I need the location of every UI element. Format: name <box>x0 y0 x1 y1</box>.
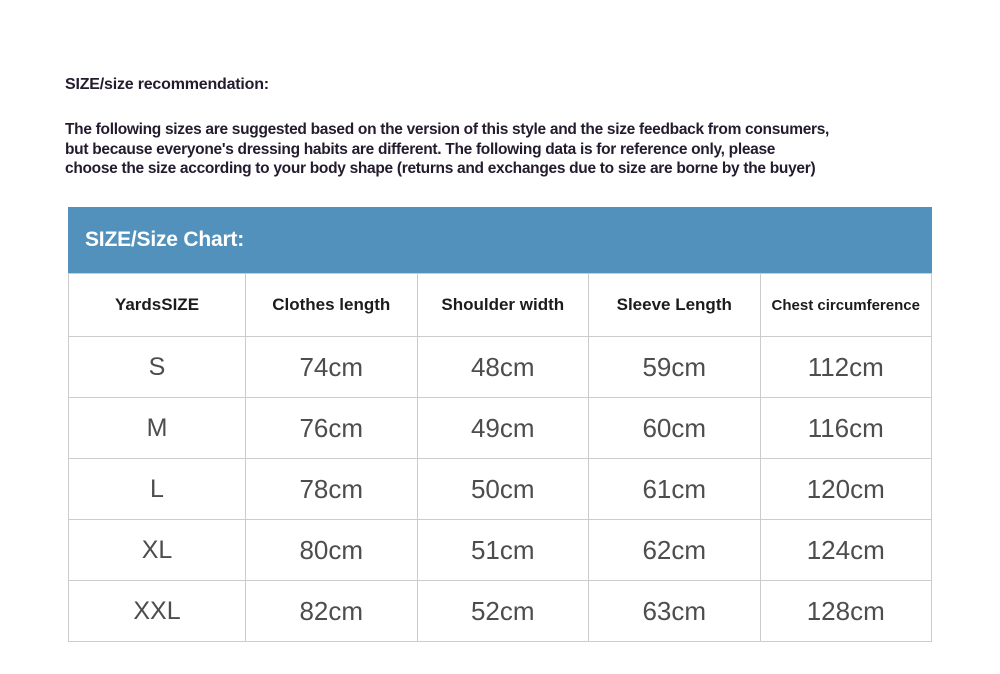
measurement-cell: 60cm <box>588 397 761 459</box>
measurement-cell: 51cm <box>416 519 589 581</box>
measurement-cell: 52cm <box>416 580 589 642</box>
column-header: Shoulder width <box>416 273 589 337</box>
measurement-cell: 61cm <box>588 458 761 520</box>
size-chart-banner: SIZE/Size Chart: <box>68 207 932 273</box>
recommendation-line: The following sizes are suggested based … <box>65 121 830 138</box>
measurement-cell: 80cm <box>245 519 418 581</box>
measurement-cell: 63cm <box>588 580 761 642</box>
recommendation-line: choose the size according to your body s… <box>65 160 816 177</box>
measurement-cell: 76cm <box>245 397 418 459</box>
size-table-body: S 74cm 48cm 59cm 112cm M 76cm 49cm 60cm 116cm L 78c… <box>68 336 932 642</box>
column-header: Clothes length <box>245 273 418 337</box>
measurement-cell: 124cm <box>759 519 932 581</box>
table-row: M 76cm 49cm 60cm 116cm <box>68 397 932 459</box>
measurement-cell: 78cm <box>245 458 418 520</box>
table-row: XL 80cm 51cm 62cm 124cm <box>68 519 932 581</box>
measurement-cell: 50cm <box>416 458 589 520</box>
measurement-cell: 59cm <box>588 336 761 398</box>
measurement-cell: 128cm <box>759 580 932 642</box>
table-row: XXL 82cm 52cm 63cm 128cm <box>68 580 932 642</box>
measurement-cell: 74cm <box>245 336 418 398</box>
header-row: YardsSIZE Clothes length Shoulder width Sle… <box>68 273 932 337</box>
size-label-cell: M <box>68 397 246 459</box>
size-label-cell: L <box>68 458 246 520</box>
size-chart-title: SIZE/Size Chart: <box>85 228 244 251</box>
size-table-header: YardsSIZE Clothes length Shoulder width Sle… <box>68 273 932 337</box>
measurement-cell: 120cm <box>759 458 932 520</box>
column-header: Sleeve Length <box>588 273 761 337</box>
measurement-cell: 49cm <box>416 397 589 459</box>
table-row: S 74cm 48cm 59cm 112cm <box>68 336 932 398</box>
size-label-cell: XL <box>68 519 246 581</box>
recommendation-heading: SIZE/size recommendation: <box>65 76 269 93</box>
measurement-cell: 82cm <box>245 580 418 642</box>
recommendation-line: but because everyone's dressing habits a… <box>65 140 776 158</box>
size-label-cell: XXL <box>68 580 246 642</box>
column-header: YardsSIZE <box>68 273 246 337</box>
measurement-cell: 116cm <box>759 397 932 459</box>
measurement-cell: 112cm <box>759 336 932 398</box>
recommendation-paragraph: The following sizes are suggested based … <box>65 120 965 179</box>
measurement-cell: 48cm <box>416 336 589 398</box>
column-header: Chest circumference <box>759 273 932 337</box>
size-chart-table: YardsSIZE Clothes length Shoulder width Sle… <box>68 273 932 642</box>
table-row: L 78cm 50cm 61cm 120cm <box>68 458 932 520</box>
size-label-cell: S <box>68 336 246 398</box>
measurement-cell: 62cm <box>588 519 761 581</box>
